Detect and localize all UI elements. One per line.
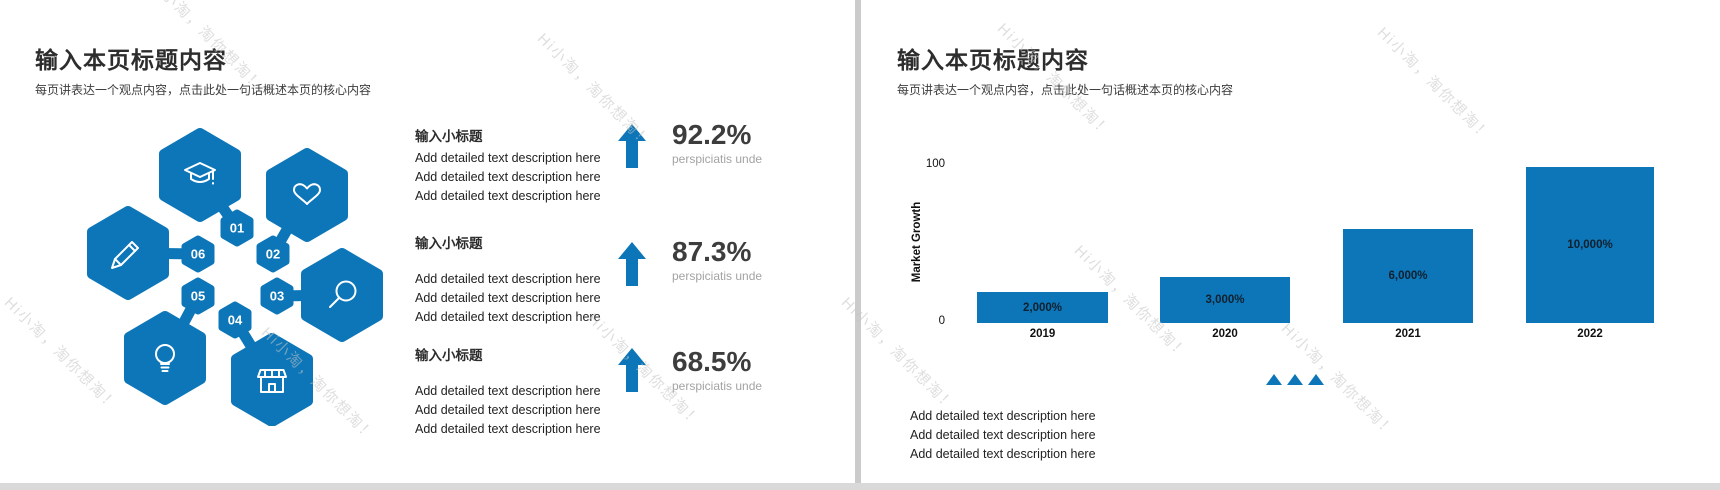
- hexagon-item: [266, 148, 348, 242]
- lightbulb-icon: [155, 344, 175, 372]
- heart-icon: [293, 183, 321, 205]
- pencil-icon: [111, 241, 139, 269]
- stat-line: Add detailed text description here: [415, 403, 601, 417]
- up-arrow-icon: [618, 124, 646, 168]
- y-tick-label: 0: [938, 315, 945, 327]
- magnifier-icon: [329, 280, 357, 308]
- hexagon-item: [231, 333, 313, 426]
- slide-left[interactable]: 输入本页标题内容 每页讲表达一个观点内容，点击此处一句话概述本页的核心内容: [0, 0, 855, 483]
- stat-value-block: 87.3% perspiciatis unde: [672, 235, 762, 283]
- bar-value-label: 2,000%: [1022, 301, 1062, 314]
- hex-number-04: 04: [218, 301, 252, 339]
- footer-line: Add detailed text description here: [910, 428, 1096, 442]
- svg-text:04: 04: [228, 313, 243, 328]
- chart-bar: 3,000%: [1160, 277, 1290, 323]
- stat-line: Add detailed text description here: [415, 310, 601, 324]
- footer-line: Add detailed text description here: [910, 447, 1096, 461]
- x-tick-label: 2019: [1029, 328, 1056, 340]
- chart-bar: 6,000%: [1343, 229, 1473, 323]
- svg-text:03: 03: [270, 289, 284, 304]
- stat-block: 输入小标题 Add detailed text description here…: [415, 344, 630, 439]
- chart-bar: 10,000%: [1526, 167, 1654, 323]
- hexagon-item: [159, 128, 241, 222]
- bar-value-label: 3,000%: [1205, 294, 1245, 306]
- x-tick-label: 2022: [1577, 328, 1603, 340]
- triangle-icon: [1308, 374, 1324, 385]
- page-subtitle: 每页讲表达一个观点内容，点击此处一句话概述本页的核心内容: [897, 83, 1234, 97]
- y-axis-label: Market Growth: [911, 201, 923, 283]
- up-arrow-icon: [618, 242, 646, 286]
- bottom-strip: [0, 483, 1720, 490]
- stat-line: Add detailed text description here: [415, 272, 601, 286]
- stat-caption: perspiciatis unde: [672, 269, 763, 283]
- triangle-decoration: [1266, 374, 1324, 385]
- page-subtitle: 每页讲表达一个观点内容，点击此处一句话概述本页的核心内容: [35, 83, 372, 97]
- stat-line: Add detailed text description here: [415, 291, 601, 305]
- hexagon-diagram: 01 02 03 04 05 06: [87, 128, 383, 426]
- stat-line: Add detailed text description here: [415, 170, 601, 184]
- bar-value-label: 10,000%: [1567, 239, 1613, 251]
- stat-heading: 输入小标题: [415, 236, 483, 251]
- triangle-icon: [1287, 374, 1303, 385]
- footer-text-block: Add detailed text description here Add d…: [910, 407, 1096, 464]
- y-tick-label: 100: [925, 158, 945, 170]
- stat-value-block: 68.5% perspiciatis unde: [672, 345, 762, 393]
- stat-value-block: 92.2% perspiciatis unde: [672, 118, 762, 166]
- slide-divider: [855, 0, 861, 483]
- page-title: 输入本页标题内容: [35, 47, 227, 73]
- graduation-cap-icon: [184, 162, 216, 185]
- bar-value-label: 6,000%: [1388, 270, 1428, 282]
- stat-line: Add detailed text description here: [415, 151, 601, 165]
- chart-bar: 2,000%: [977, 292, 1108, 323]
- stat-heading: 输入小标题: [415, 129, 483, 144]
- hex-number-02: 02: [256, 235, 290, 273]
- hex-number-05: 05: [181, 277, 215, 315]
- stat-line: Add detailed text description here: [415, 189, 601, 203]
- svg-text:01: 01: [230, 221, 244, 236]
- hex-number-03: 03: [260, 277, 294, 315]
- stat-value: 87.3%: [672, 236, 752, 267]
- up-arrow-icon: [618, 348, 646, 392]
- hexagon-item: [124, 311, 206, 405]
- footer-line: Add detailed text description here: [910, 409, 1096, 423]
- stat-block: 输入小标题 Add detailed text description here…: [415, 125, 630, 206]
- x-tick-label: 2020: [1212, 328, 1238, 340]
- stat-caption: perspiciatis unde: [672, 379, 763, 393]
- svg-text:05: 05: [191, 289, 205, 304]
- stat-value: 92.2%: [672, 119, 752, 150]
- stat-block: 输入小标题 Add detailed text description here…: [415, 232, 630, 327]
- svg-text:02: 02: [266, 247, 280, 262]
- store-icon: [257, 369, 287, 393]
- stat-value: 68.5%: [672, 346, 752, 377]
- hex-number-06: 06: [181, 235, 215, 273]
- stat-line: Add detailed text description here: [415, 422, 601, 436]
- x-tick-label: 2021: [1395, 328, 1421, 340]
- stat-line: Add detailed text description here: [415, 384, 601, 398]
- triangle-icon: [1266, 374, 1282, 385]
- page-title: 输入本页标题内容: [897, 47, 1089, 73]
- stat-caption: perspiciatis unde: [672, 152, 763, 166]
- hexagon-item: [301, 248, 383, 342]
- hex-number-01: 01: [220, 209, 254, 247]
- svg-text:06: 06: [191, 247, 205, 262]
- hexagon-item: [87, 206, 169, 300]
- stat-heading: 输入小标题: [415, 348, 483, 363]
